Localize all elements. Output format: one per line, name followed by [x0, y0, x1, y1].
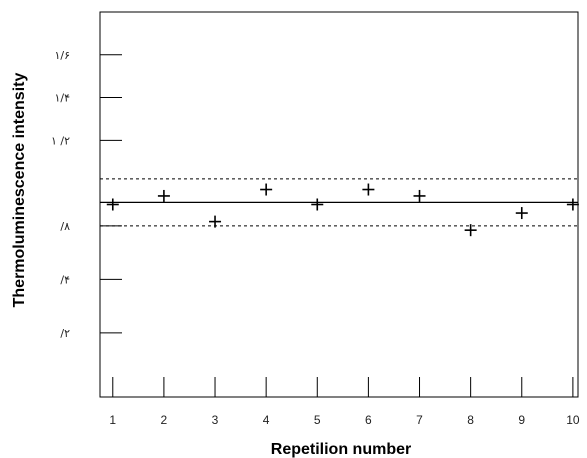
y-tick-label-4: ۱/۴	[54, 92, 70, 105]
data-point-2	[157, 189, 170, 202]
x-tick-label-8: 9	[518, 413, 525, 427]
x-tick-label-5: 6	[365, 413, 372, 427]
data-point-1	[106, 198, 119, 211]
y-tick-label-5: ۱/۶	[54, 49, 70, 62]
y-tick-label-1: /۴	[60, 273, 70, 286]
plot-frame	[99, 11, 579, 398]
reference-lines	[100, 178, 578, 227]
data-point-5	[311, 198, 324, 211]
x-tick-label-9: 10	[566, 413, 580, 427]
y-axis-ticks: /۲/۴/۸ ۱ /۲ ۱/۴ ۱/۶	[51, 49, 122, 340]
data-point-6	[362, 183, 375, 196]
y-tick-label-3: ۱ /۲	[51, 134, 70, 147]
data-points	[106, 183, 579, 237]
y-tick-label-0: /۲	[60, 327, 70, 340]
data-point-4	[260, 183, 273, 196]
x-tick-label-7: 8	[467, 413, 474, 427]
y-tick-label-2: /۸	[60, 220, 70, 233]
y-axis-title: Thermoluminescence intensity	[11, 73, 28, 308]
x-axis-title: Repetilion number	[271, 441, 411, 458]
data-point-9	[515, 207, 528, 220]
data-point-7	[413, 189, 426, 202]
x-tick-label-0: 1	[109, 413, 116, 427]
data-point-8	[464, 224, 477, 237]
data-point-10	[566, 198, 579, 211]
x-tick-label-6: 7	[416, 413, 423, 427]
x-tick-label-3: 4	[263, 413, 270, 427]
x-axis-ticks: 1 2 3 4 5 6 7 8 9 10	[109, 377, 580, 427]
x-tick-label-4: 5	[314, 413, 321, 427]
x-tick-label-1: 2	[161, 413, 168, 427]
data-point-3	[209, 215, 222, 228]
x-tick-label-2: 3	[212, 413, 219, 427]
